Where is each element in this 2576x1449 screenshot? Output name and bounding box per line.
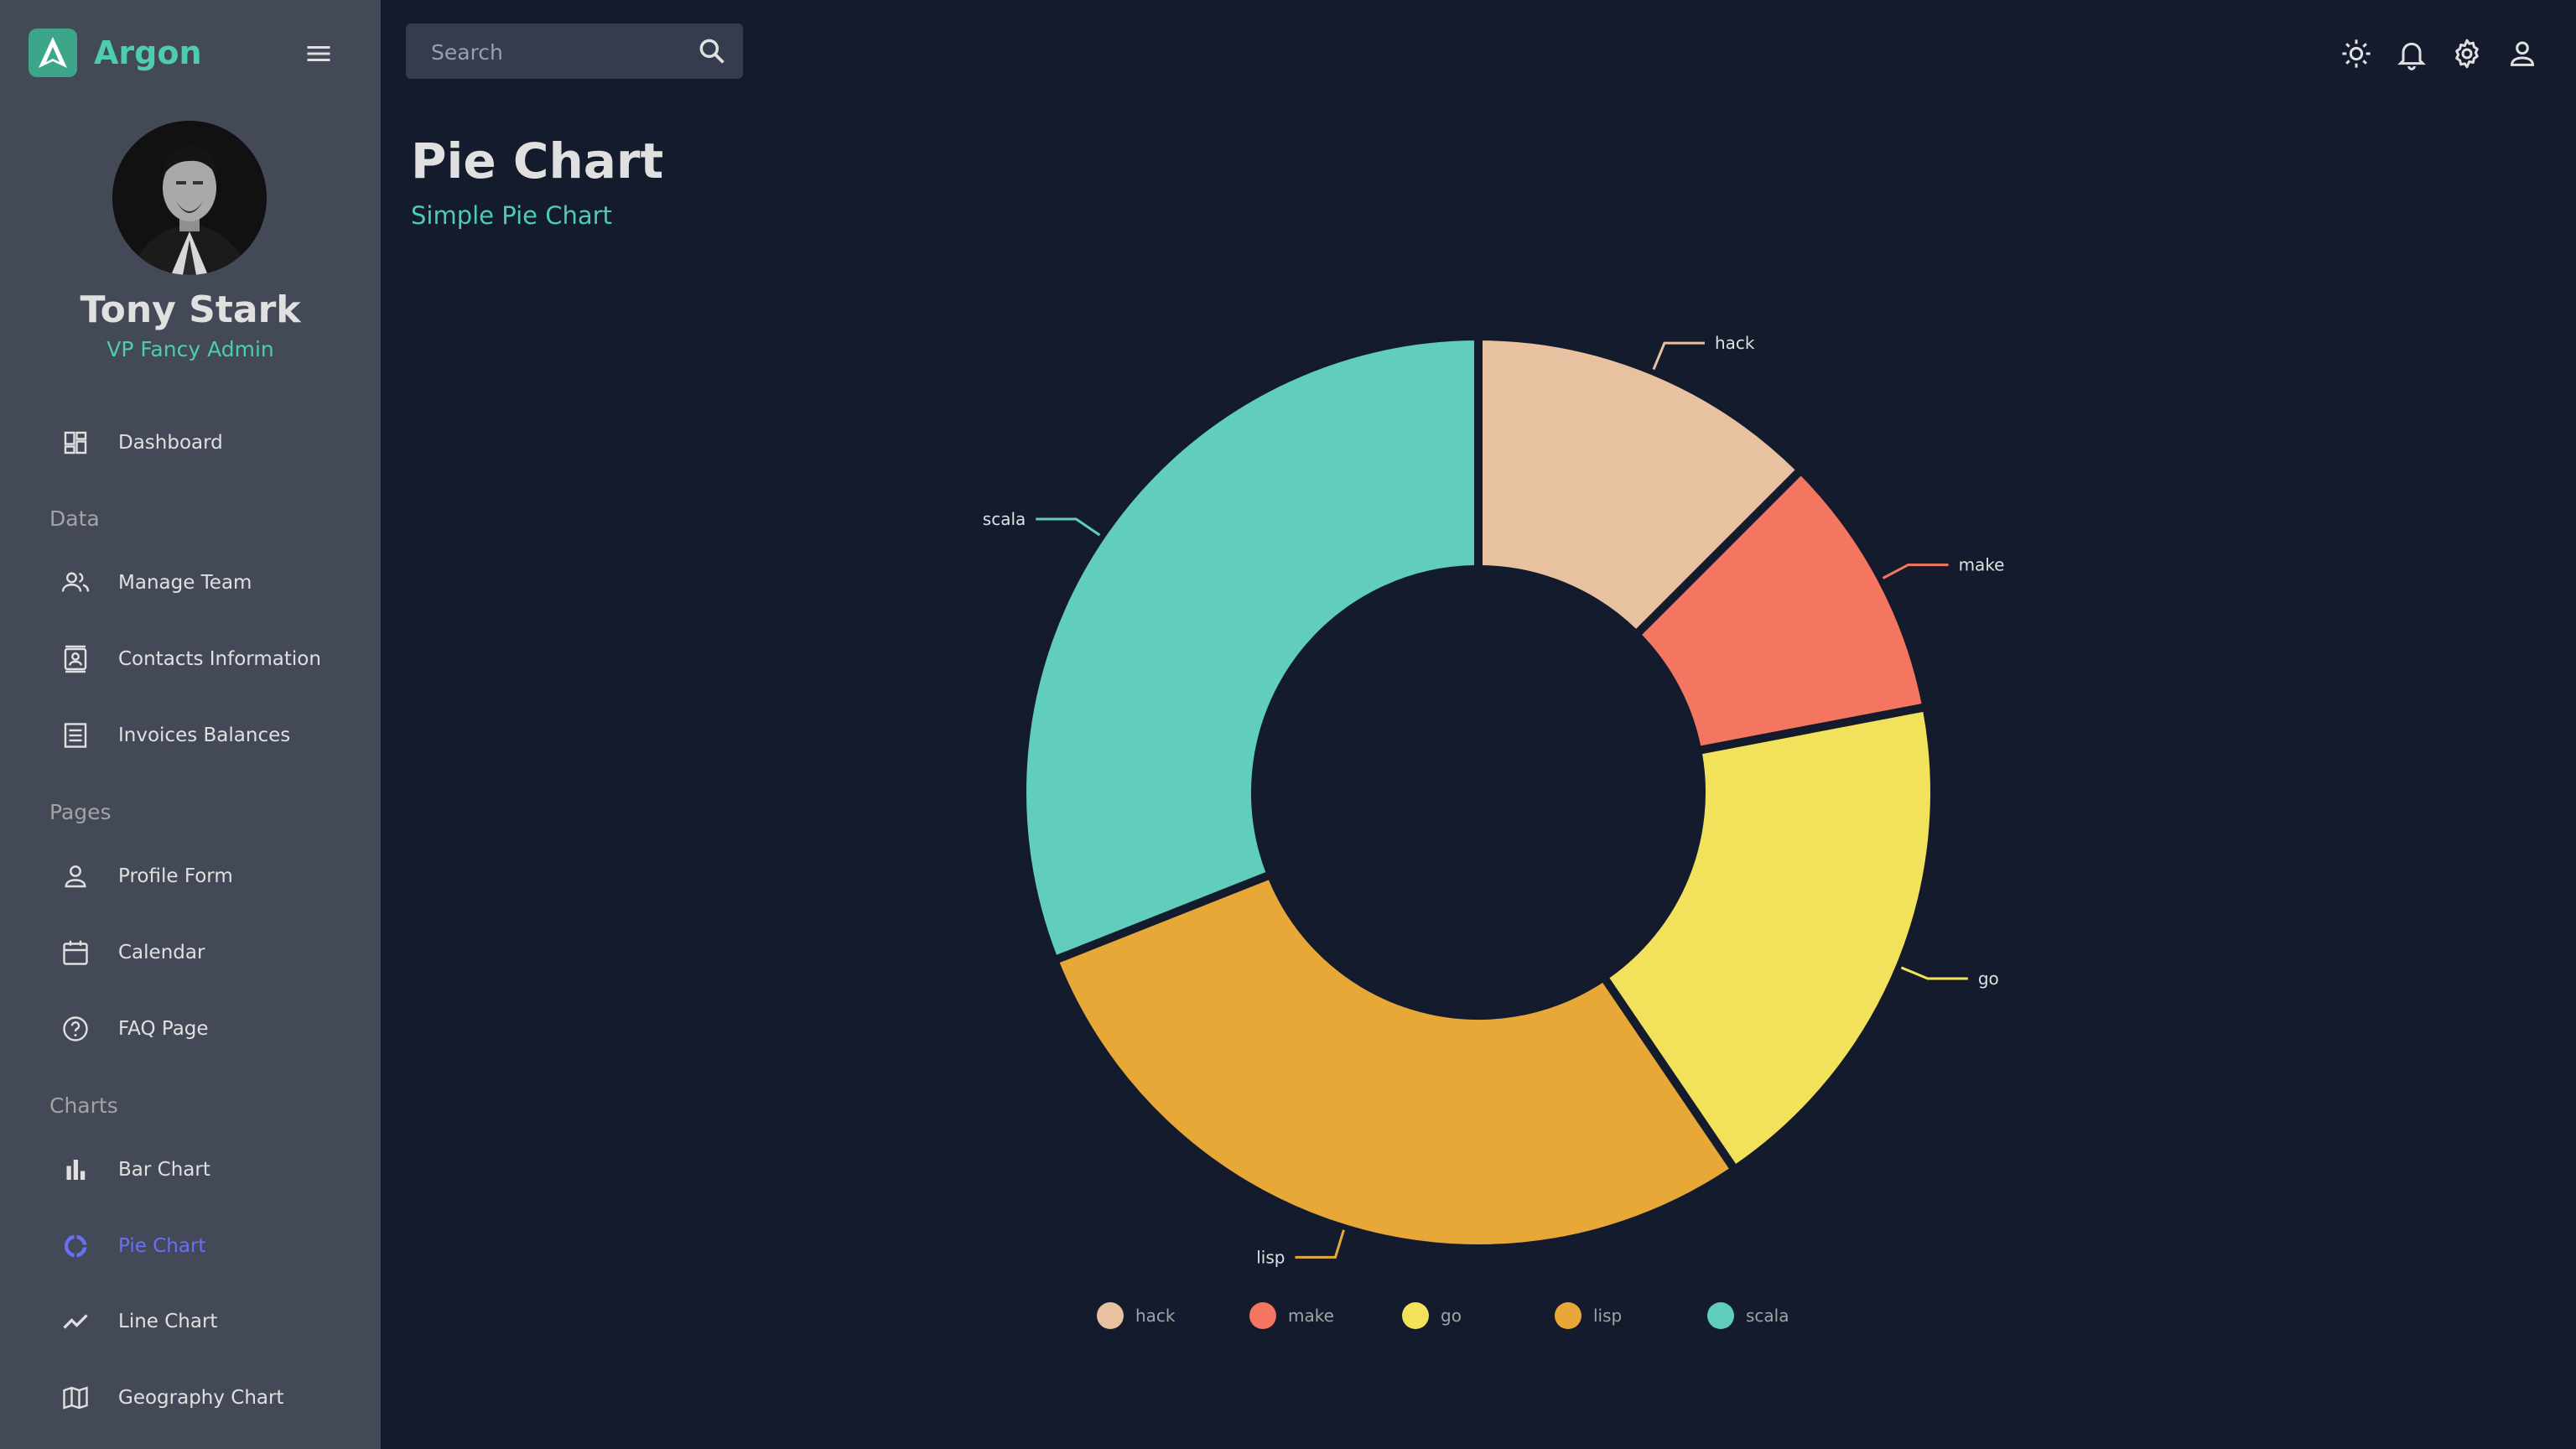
people-icon xyxy=(61,572,90,592)
arc-label-hack: hack xyxy=(1715,333,1755,353)
nav-label: Manage Team xyxy=(118,572,252,594)
account-icon[interactable] xyxy=(2506,37,2539,70)
pie-chart: hack make go lisp scala hack make go lisp scala xyxy=(983,333,2005,1329)
nav-section-data: Data xyxy=(49,506,100,531)
person-icon xyxy=(65,865,86,888)
legend-label-hack: hack xyxy=(1135,1306,1176,1326)
legend-label-make: make xyxy=(1288,1306,1334,1326)
legend-swatch-go xyxy=(1402,1302,1429,1329)
legend-swatch-hack xyxy=(1097,1302,1124,1329)
nav-label: Profile Form xyxy=(118,865,233,887)
nav-label: Pie Chart xyxy=(118,1235,206,1257)
pie-slice-make[interactable] xyxy=(1639,473,1924,748)
pie-slice-lisp[interactable] xyxy=(1057,877,1732,1246)
arc-label-scala: scala xyxy=(983,509,1026,529)
nav-item-line-chart[interactable]: Line Chart xyxy=(0,1292,381,1351)
arc-label-make: make xyxy=(1959,555,2005,575)
legend-label-lisp: lisp xyxy=(1593,1306,1622,1326)
nav-label: Contacts Information xyxy=(118,648,321,670)
nav-item-contacts[interactable]: Contacts Information xyxy=(0,630,381,688)
app-logo-icon xyxy=(29,29,77,77)
search-icon[interactable] xyxy=(696,35,728,67)
nav-item-faq[interactable]: FAQ Page xyxy=(0,1000,381,1058)
nav-section-pages: Pages xyxy=(49,800,112,824)
nav-item-pie-chart[interactable]: Pie Chart xyxy=(0,1217,381,1275)
receipt-icon xyxy=(64,723,87,748)
legend-swatch-make xyxy=(1249,1302,1276,1329)
menu-icon[interactable] xyxy=(304,39,334,69)
nav-label: Line Chart xyxy=(118,1311,218,1332)
nav-item-invoices[interactable]: Invoices Balances xyxy=(0,706,381,765)
legend-swatch-lisp xyxy=(1555,1302,1581,1329)
calendar-icon xyxy=(63,940,88,965)
page-title: Pie Chart xyxy=(411,132,664,190)
nav-item-geography-chart[interactable]: Geography Chart xyxy=(0,1368,381,1427)
nav-item-bar-chart[interactable]: Bar Chart xyxy=(0,1140,381,1199)
nav-label: Calendar xyxy=(118,942,205,963)
arc-link-go xyxy=(1900,966,1968,980)
nav-label: FAQ Page xyxy=(118,1018,209,1040)
pie-slice-go[interactable] xyxy=(1607,709,1932,1166)
nav-item-dashboard[interactable]: Dashboard xyxy=(0,413,381,472)
page-subtitle: Simple Pie Chart xyxy=(411,201,612,230)
avatar xyxy=(112,121,267,275)
nav-label: Invoices Balances xyxy=(118,724,291,746)
arc-label-go: go xyxy=(1978,969,1999,989)
nav-section-charts: Charts xyxy=(49,1093,118,1118)
arc-link-scala xyxy=(1036,517,1101,537)
search-input[interactable] xyxy=(429,23,684,80)
legend-label-go: go xyxy=(1441,1306,1462,1326)
nav-item-calendar[interactable]: Calendar xyxy=(0,923,381,982)
pie-slice-hack[interactable] xyxy=(1481,339,1798,631)
line-chart-icon xyxy=(63,1314,88,1329)
brand: Argon xyxy=(29,29,202,77)
map-icon xyxy=(63,1386,88,1410)
nav-label: Dashboard xyxy=(118,432,223,454)
legend-swatch-scala xyxy=(1707,1302,1734,1329)
contacts-icon xyxy=(64,645,87,673)
pie-chart-icon xyxy=(65,1234,87,1258)
dashboard-icon xyxy=(64,431,87,454)
arc-link-hack xyxy=(1652,341,1705,371)
nav-label: Geography Chart xyxy=(118,1387,284,1409)
arc-label-lisp: lisp xyxy=(1256,1247,1285,1267)
legend-label-scala: scala xyxy=(1746,1306,1789,1326)
arc-link-make xyxy=(1882,564,1949,579)
nav-item-profile-form[interactable]: Profile Form xyxy=(0,847,381,906)
help-icon xyxy=(63,1016,88,1041)
pie-slice-scala[interactable] xyxy=(1025,339,1476,958)
bar-chart-icon xyxy=(66,1160,86,1180)
nav-label: Bar Chart xyxy=(118,1159,210,1181)
sidebar: Argon Tony Stark VP Fancy Admin Dashboar… xyxy=(0,0,381,1449)
app-name: Argon xyxy=(94,34,202,71)
notifications-icon[interactable] xyxy=(2395,37,2428,70)
light-mode-icon[interactable] xyxy=(2340,37,2373,70)
arc-link-lisp xyxy=(1295,1229,1345,1259)
user-name: Tony Stark xyxy=(80,288,301,331)
settings-icon[interactable] xyxy=(2450,37,2484,70)
search-box xyxy=(406,23,743,80)
nav-item-manage-team[interactable]: Manage Team xyxy=(0,553,381,612)
user-role: VP Fancy Admin xyxy=(106,337,274,361)
